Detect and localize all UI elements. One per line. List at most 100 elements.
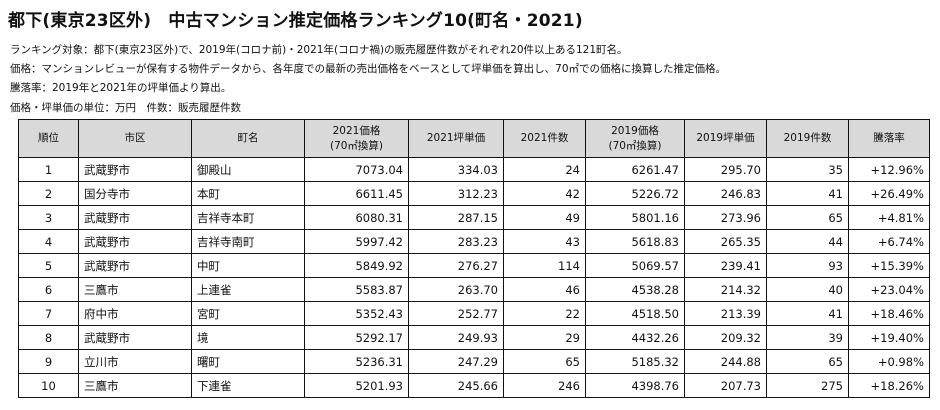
cell-rank: 2 [18,181,79,206]
table-header-row: 順位 市区 町名 2021価格 (70㎡換算) 2021坪単価 2021件数 2… [18,119,930,158]
cell-town: 吉祥寺南町 [191,229,305,254]
table-row: 8 武蔵野市 境 5292.17 249.93 29 4432.26 209.3… [18,325,930,350]
cell-tsubo-2019: 246.83 [684,181,767,206]
cell-price-2021: 5201.93 [304,373,409,398]
cell-tsubo-2021: 263.70 [408,277,504,302]
header-tsubo-2019: 2019坪単価 [684,119,767,158]
table-row: 10 三鷹市 下連雀 5201.93 245.66 246 4398.76 20… [18,373,930,398]
cell-tsubo-2021: 283.23 [408,229,504,254]
cell-change: +15.39% [848,253,930,278]
cell-tsubo-2019: 273.96 [684,205,767,230]
cell-price-2019: 6261.47 [585,157,685,182]
cell-ward: 立川市 [78,349,192,374]
cell-change: +23.04% [848,277,930,302]
cell-tsubo-2019: 244.88 [684,349,767,374]
cell-ward: 三鷹市 [78,277,192,302]
cell-tsubo-2021: 276.27 [408,253,504,278]
cell-ward: 武蔵野市 [78,253,192,278]
cell-tsubo-2019: 209.32 [684,325,767,350]
table-row: 3 武蔵野市 吉祥寺本町 6080.31 287.15 49 5801.16 2… [18,205,930,230]
cell-rank: 4 [18,229,79,254]
header-price-2019: 2019価格 (70㎡換算) [585,119,685,158]
cell-change: +18.46% [848,301,930,326]
header-price-2019-sub: (70㎡換算) [608,139,662,152]
page-title: 都下(東京23区外) 中古マンション推定価格ランキング10(町名・2021) [8,11,583,31]
cell-tsubo-2021: 247.29 [408,349,504,374]
cell-change: +19.40% [848,325,930,350]
cell-change: +6.74% [848,229,930,254]
cell-count-2021: 114 [503,253,586,278]
cell-price-2019: 4398.76 [585,373,685,398]
cell-change: +18.26% [848,373,930,398]
table-row: 4 武蔵野市 吉祥寺南町 5997.42 283.23 43 5618.83 2… [18,229,930,254]
cell-price-2021: 5583.87 [304,277,409,302]
cell-count-2019: 40 [766,277,849,302]
table-row: 1 武蔵野市 御殿山 7073.04 334.03 24 6261.47 295… [18,157,930,182]
cell-tsubo-2019: 207.73 [684,373,767,398]
cell-rank: 5 [18,253,79,278]
cell-tsubo-2019: 214.32 [684,277,767,302]
header-price-2021-label: 2021価格 [332,124,381,137]
cell-ward: 三鷹市 [78,373,192,398]
table-row: 9 立川市 曙町 5236.31 247.29 65 5185.32 244.8… [18,349,930,374]
cell-price-2021: 7073.04 [304,157,409,182]
cell-town: 中町 [191,253,305,278]
cell-tsubo-2019: 239.41 [684,253,767,278]
header-count-2021: 2021件数 [503,119,586,158]
table-row: 2 国分寺市 本町 6611.45 312.23 42 5226.72 246.… [18,181,930,206]
cell-count-2021: 43 [503,229,586,254]
cell-tsubo-2021: 287.15 [408,205,504,230]
cell-price-2019: 5618.83 [585,229,685,254]
cell-count-2021: 246 [503,373,586,398]
note-units: 価格・坪単価の単位：万円 件数：販売履歴件数 [10,101,241,114]
cell-tsubo-2019: 265.35 [684,229,767,254]
cell-ward: 武蔵野市 [78,229,192,254]
cell-rank: 9 [18,349,79,374]
header-town: 町名 [191,119,305,158]
cell-count-2019: 275 [766,373,849,398]
cell-price-2021: 5352.43 [304,301,409,326]
cell-count-2021: 22 [503,301,586,326]
cell-price-2021: 5997.42 [304,229,409,254]
note-target: ランキング対象：都下(東京23区外)で、2019年(コロナ前)・2021年(コロ… [10,44,628,56]
cell-town: 吉祥寺本町 [191,205,305,230]
cell-town: 宮町 [191,301,305,326]
cell-ward: 国分寺市 [78,181,192,206]
cell-town: 本町 [191,181,305,206]
cell-price-2019: 4518.50 [585,301,685,326]
cell-rank: 10 [18,373,79,398]
cell-count-2021: 65 [503,349,586,374]
cell-tsubo-2021: 334.03 [408,157,504,182]
cell-change: +12.96% [848,157,930,182]
header-price-2021: 2021価格 (70㎡換算) [304,119,409,158]
cell-count-2019: 39 [766,325,849,350]
cell-count-2019: 44 [766,229,849,254]
header-count-2019: 2019件数 [766,119,849,158]
cell-count-2019: 93 [766,253,849,278]
cell-count-2021: 49 [503,205,586,230]
notes: ランキング対象：都下(東京23区外)で、2019年(コロナ前)・2021年(コロ… [10,41,726,118]
cell-count-2021: 24 [503,157,586,182]
table-row: 5 武蔵野市 中町 5849.92 276.27 114 5069.57 239… [18,253,930,278]
cell-rank: 7 [18,301,79,326]
cell-count-2019: 65 [766,349,849,374]
header-price-2019-label: 2019価格 [611,124,659,137]
cell-count-2021: 46 [503,277,586,302]
cell-count-2021: 42 [503,181,586,206]
cell-ward: 府中市 [78,301,192,326]
cell-change: +4.81% [848,205,930,230]
cell-price-2019: 5069.57 [585,253,685,278]
cell-rank: 8 [18,325,79,350]
cell-tsubo-2021: 245.66 [408,373,504,398]
cell-tsubo-2019: 213.39 [684,301,767,326]
cell-rank: 3 [18,205,79,230]
header-rank: 順位 [18,119,79,158]
cell-price-2019: 5185.32 [585,349,685,374]
cell-ward: 武蔵野市 [78,157,192,182]
cell-ward: 武蔵野市 [78,205,192,230]
cell-count-2021: 29 [503,325,586,350]
header-ward: 市区 [78,119,192,158]
cell-town: 境 [191,325,305,350]
cell-price-2019: 4538.28 [585,277,685,302]
cell-price-2019: 5801.16 [585,205,685,230]
